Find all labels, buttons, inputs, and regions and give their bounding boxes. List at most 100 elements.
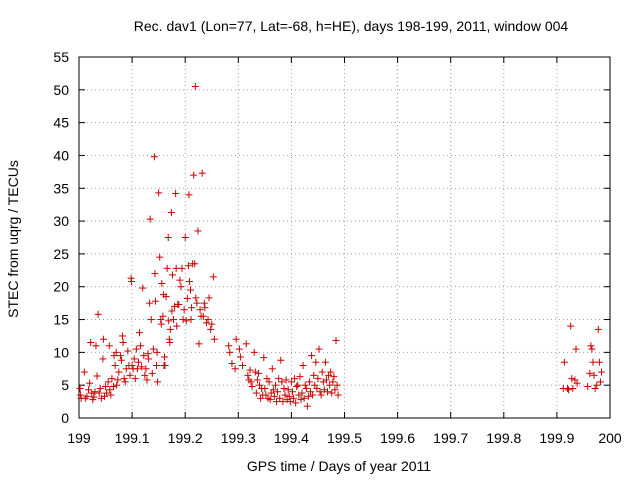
data-point [142, 365, 150, 373]
data-point [144, 350, 152, 358]
data-point [590, 371, 598, 379]
data-point [117, 356, 125, 364]
data-point [147, 316, 155, 324]
data-point [110, 382, 118, 390]
data-point [226, 348, 234, 356]
data-point [80, 368, 88, 376]
y-tick-label: 50 [53, 82, 69, 98]
data-point [143, 376, 151, 384]
x-axis-label: GPS time / Days of year 2011 [247, 458, 431, 474]
data-point [280, 384, 288, 392]
x-tick-label: 199.5 [327, 430, 362, 446]
data-point [116, 352, 124, 360]
data-point [235, 345, 243, 353]
data-point [87, 339, 95, 347]
data-point [275, 375, 283, 383]
data-point [168, 307, 176, 315]
data-point [190, 171, 198, 179]
data-point [204, 316, 212, 324]
data-point [290, 394, 298, 402]
data-point [150, 153, 158, 161]
data-point [294, 381, 302, 389]
x-tick-label: 199.7 [433, 430, 468, 446]
data-point [195, 340, 203, 348]
data-point [187, 286, 195, 294]
data-point [146, 299, 154, 307]
data-point [96, 384, 104, 392]
data-point [154, 378, 162, 386]
data-point [589, 358, 597, 366]
data-point [299, 361, 307, 369]
data-point [183, 295, 191, 303]
data-point [187, 316, 195, 324]
data-point [326, 381, 334, 389]
data-point [287, 378, 295, 386]
data-point [205, 294, 213, 302]
data-point [162, 293, 170, 301]
data-point [276, 394, 284, 402]
data-point [293, 382, 301, 390]
y-tick-label: 5 [61, 377, 69, 393]
data-point [277, 356, 285, 364]
data-point [163, 264, 171, 272]
x-tick-label: 199.1 [115, 430, 150, 446]
data-point [168, 271, 176, 279]
data-point [593, 381, 601, 389]
y-tick-label: 10 [53, 344, 69, 360]
data-point [225, 342, 233, 350]
data-point [598, 368, 606, 376]
data-point [185, 277, 193, 285]
data-point [596, 378, 604, 386]
data-point [132, 345, 140, 353]
data-point [104, 378, 112, 386]
data-point [260, 354, 268, 362]
data-point [210, 335, 218, 343]
data-point [181, 234, 189, 241]
data-point [587, 342, 595, 350]
y-tick-label: 30 [53, 213, 69, 229]
data-point [191, 260, 199, 268]
data-point [138, 363, 146, 371]
data-point [292, 399, 300, 407]
data-point [173, 322, 181, 330]
data-point [133, 365, 141, 373]
data-point [232, 335, 240, 343]
data-point [177, 283, 185, 291]
data-point [158, 279, 166, 287]
data-point [151, 297, 159, 305]
data-point [296, 373, 304, 381]
data-point [166, 325, 174, 333]
data-point [178, 264, 186, 272]
data-point [266, 396, 274, 404]
data-point [207, 325, 215, 333]
data-point [301, 381, 309, 389]
data-point [107, 391, 115, 399]
data-point [573, 379, 581, 387]
data-point [159, 312, 167, 320]
data-point [586, 369, 594, 377]
data-point [139, 284, 147, 292]
data-point [194, 227, 202, 235]
data-point [199, 312, 207, 320]
data-points [76, 83, 606, 410]
data-point [253, 376, 261, 384]
data-point [91, 388, 99, 396]
data-point [141, 371, 149, 379]
data-point [175, 300, 183, 308]
data-point [316, 388, 324, 396]
data-point [327, 368, 335, 376]
data-point [247, 378, 255, 386]
data-point [288, 388, 296, 396]
data-point [584, 382, 592, 390]
data-point [145, 355, 153, 363]
data-point [127, 274, 135, 282]
data-point [95, 389, 103, 397]
data-point [191, 83, 199, 91]
y-tick-label: 20 [53, 279, 69, 295]
data-point [83, 392, 91, 400]
data-point [303, 402, 311, 410]
data-point [588, 345, 596, 353]
data-point [198, 169, 206, 177]
data-point [99, 335, 107, 343]
